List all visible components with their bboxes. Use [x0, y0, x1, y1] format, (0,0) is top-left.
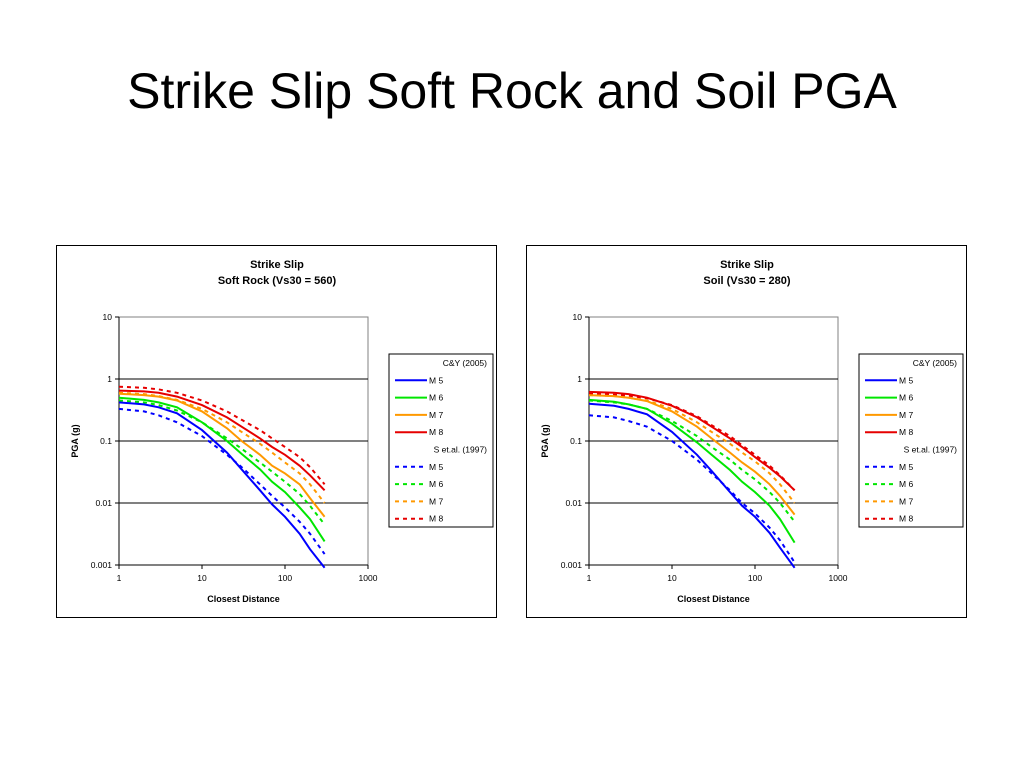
series-line-set-al-m8 — [118, 385, 326, 485]
legend-entry-label: M 5 — [899, 375, 913, 385]
series-line-cy-m5 — [588, 402, 796, 569]
legend: C&Y (2005)M 5M 6M 7M 8S et.al. (1997)M 5… — [388, 353, 494, 528]
chart-title: Strike Slip — [250, 259, 304, 271]
legend-entry-label: M 7 — [429, 410, 443, 420]
x-tick-label: 100 — [278, 573, 292, 583]
x-tick-label: 10 — [197, 573, 207, 583]
x-tick-label: 1000 — [829, 573, 848, 583]
legend-group-label: S et.al. (1997) — [904, 445, 958, 455]
legend-entry-label: M 6 — [429, 393, 443, 403]
legend-entry-label: M 6 — [899, 479, 913, 489]
chart-soil: Strike Slip Soil (Vs30 = 280) 0.001 0.01 0.1… — [526, 245, 967, 618]
legend-entry-label: M 8 — [429, 427, 443, 437]
series-line-cy-m6 — [588, 398, 796, 544]
x-tick-label: 1000 — [359, 573, 378, 583]
legend-entry-label: M 6 — [899, 393, 913, 403]
legend-entry-label: M 5 — [429, 462, 443, 472]
y-tick-label: 0.001 — [91, 560, 113, 570]
y-axis-label: PGA (g) — [540, 424, 550, 457]
legend-entry-label: M 5 — [429, 375, 443, 385]
y-tick-label: 0.1 — [570, 436, 582, 446]
legend-entry-label: M 7 — [899, 410, 913, 420]
series-line-cy-m8 — [118, 389, 326, 491]
y-tick-label: 10 — [573, 312, 583, 322]
x-axis-label: Closest Distance — [677, 594, 750, 604]
chart-subtitle: Soil (Vs30 = 280) — [703, 275, 790, 287]
y-tick-label: 0.1 — [100, 436, 112, 446]
x-tick-label: 1 — [117, 573, 122, 583]
y-tick-label: 0.01 — [95, 498, 112, 508]
series-line-cy-m8 — [588, 390, 796, 492]
legend-group-label: S et.al. (1997) — [434, 445, 488, 455]
slide-title: Strike Slip Soft Rock and Soil PGA — [127, 63, 897, 119]
y-tick-label: 0.001 — [561, 560, 583, 570]
chart-soft-rock: Strike Slip Soft Rock (Vs30 = 560) 0.001 0.… — [56, 245, 497, 618]
series-line-cy-m5 — [118, 401, 326, 569]
chart-svg: Strike Slip Soft Rock (Vs30 = 560) 0.001 0.… — [70, 259, 494, 604]
y-tick-label: 1 — [577, 374, 582, 384]
y-tick-label: 1 — [107, 374, 112, 384]
x-tick-label: 100 — [748, 573, 762, 583]
chart-svg: Strike Slip Soil (Vs30 = 280) 0.001 0.01 0.1… — [540, 259, 964, 604]
legend-entry-label: M 7 — [899, 496, 913, 506]
series-line-set-al-m8 — [588, 392, 796, 491]
series-line-cy-m7 — [118, 392, 326, 518]
legend-box — [388, 353, 494, 528]
legend-entry-label: M 6 — [429, 479, 443, 489]
legend-entry-label: M 5 — [899, 462, 913, 472]
y-tick-label: 10 — [103, 312, 113, 322]
series-line-cy-m6 — [118, 396, 326, 542]
series-line-set-al-m5 — [118, 407, 326, 555]
series-line-set-al-m7 — [118, 391, 326, 504]
chart-title: Strike Slip — [720, 259, 774, 271]
legend-entry-label: M 7 — [429, 496, 443, 506]
legend-box — [858, 353, 964, 528]
x-tick-label: 1 — [587, 573, 592, 583]
y-tick-label: 0.01 — [565, 498, 582, 508]
x-tick-label: 10 — [667, 573, 677, 583]
legend-entry-label: M 8 — [899, 514, 913, 524]
legend-group-label: C&Y (2005) — [443, 358, 487, 368]
chart-subtitle: Soft Rock (Vs30 = 560) — [218, 275, 337, 287]
series-line-cy-m7 — [588, 394, 796, 516]
x-axis-label: Closest Distance — [207, 594, 280, 604]
legend-entry-label: M 8 — [429, 514, 443, 524]
y-axis-label: PGA (g) — [70, 424, 80, 457]
legend: C&Y (2005)M 5M 6M 7M 8S et.al. (1997)M 5… — [858, 353, 964, 528]
series-line-set-al-m7 — [588, 394, 796, 504]
series-line-set-al-m5 — [588, 414, 796, 563]
legend-entry-label: M 8 — [899, 427, 913, 437]
legend-group-label: C&Y (2005) — [913, 358, 957, 368]
